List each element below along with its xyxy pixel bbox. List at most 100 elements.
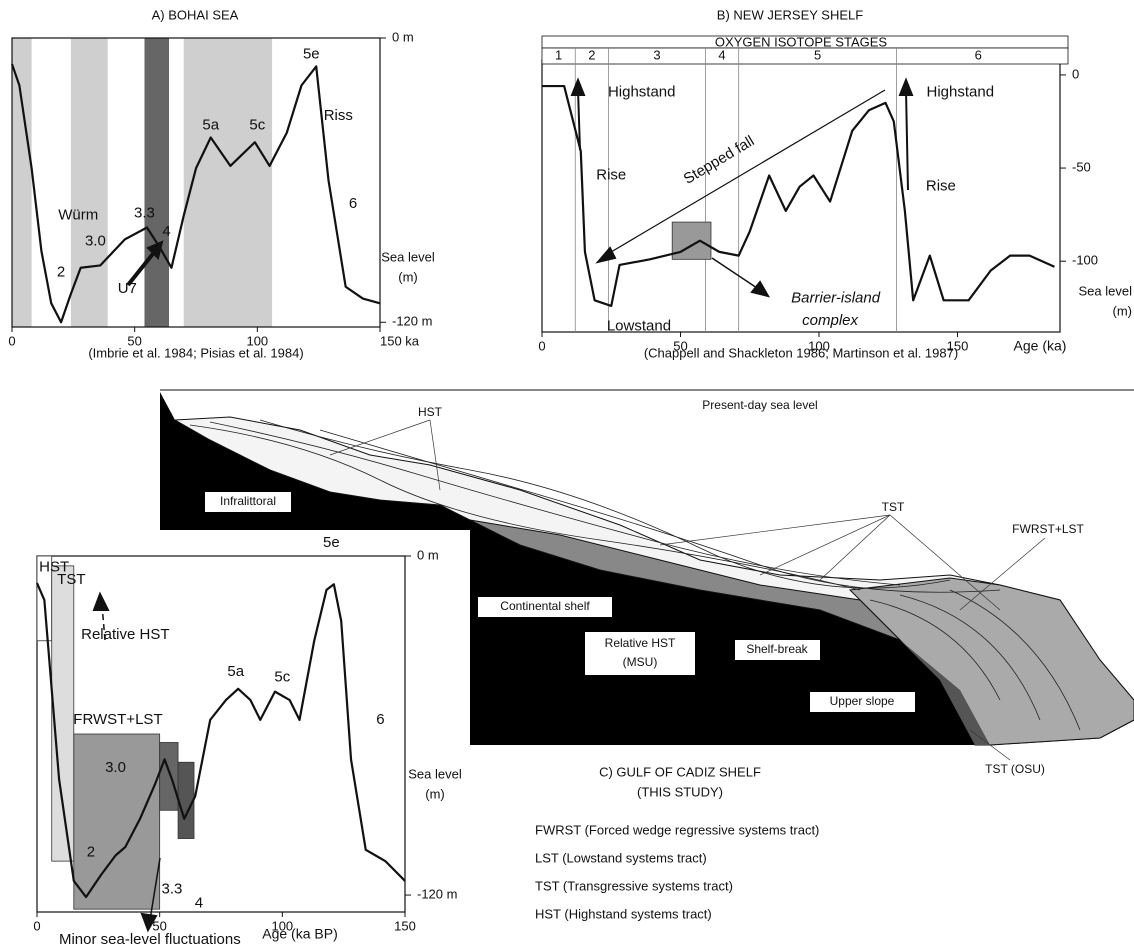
stage-label: 5 — [814, 47, 821, 62]
annotation: Highstand — [608, 84, 676, 101]
legend-entry: FWRST (Forced wedge regressive systems t… — [535, 822, 819, 837]
fwrst-lst-label: FWRST+LST — [1012, 522, 1084, 536]
tract-box — [52, 566, 74, 861]
y-axis-label: Sea level — [381, 249, 435, 264]
annotation: 2 — [87, 844, 95, 861]
arrow — [906, 90, 908, 190]
y-axis-label: (m) — [425, 786, 445, 801]
y-tick-label: -120 m — [392, 314, 432, 329]
stage-row — [542, 48, 1068, 64]
chart: 0501001500 m-120 mAge (ka BP)Sea level(m… — [33, 534, 461, 947]
y-axis-label: Sea level — [1079, 283, 1133, 298]
y-tick-label: 0 m — [417, 547, 439, 562]
annotation: 4 — [195, 894, 203, 911]
stage-label: 6 — [975, 47, 982, 62]
annotation: Rise — [926, 178, 956, 195]
x-tick-label: 0 — [33, 918, 40, 933]
annotation: 6 — [376, 711, 384, 728]
arrow — [712, 258, 760, 290]
annotation: Riss — [324, 107, 353, 124]
tract-box — [160, 742, 178, 810]
leader-line — [820, 515, 890, 580]
arrow-head — [572, 80, 584, 95]
figure: Present-day sea level HST TST FWRST+LST … — [0, 0, 1134, 947]
y-tick-label: -120 m — [417, 886, 457, 901]
panel-title: C) GULF OF CADIZ SHELF — [599, 764, 761, 779]
stage-label: 3 — [653, 47, 660, 62]
annotation: TST — [57, 571, 85, 588]
annotation: 5c — [274, 668, 290, 685]
legend-entry: HST (Highstand systems tract) — [535, 906, 712, 921]
stage-band — [144, 38, 169, 327]
x-tick-label: 0 — [8, 333, 15, 348]
leader-line — [660, 515, 890, 545]
panel-title: A) BOHAI SEA — [152, 7, 239, 22]
upper-slope-label: Upper slope — [830, 694, 895, 708]
tst-label: TST — [882, 500, 905, 514]
x-tick-label: 150 — [394, 918, 416, 933]
annotation: 3.0 — [85, 233, 106, 250]
arrow-head — [752, 282, 768, 296]
sea-level-label: Present-day sea level — [702, 398, 817, 412]
annotation: 5e — [323, 534, 340, 551]
stage-label: 2 — [588, 47, 595, 62]
cross-section: Present-day sea level HST TST FWRST+LST … — [160, 390, 1134, 921]
annotation: Rise — [596, 166, 626, 183]
annotation: 3.3 — [134, 204, 155, 221]
legend-entry: LST (Lowstand systems tract) — [535, 850, 707, 865]
x-axis-label: Age (ka BP) — [262, 926, 337, 942]
arrow-head — [94, 594, 108, 610]
arrow — [606, 90, 885, 255]
infralittoral-label: Infralittoral — [220, 494, 276, 508]
y-tick-label: -100 — [1072, 253, 1098, 268]
panel-caption: (Chappell and Shackleton 1986; Martinson… — [644, 345, 958, 360]
annotation: Highstand — [927, 84, 995, 101]
annotation: complex — [802, 312, 858, 329]
stage-label: 4 — [718, 47, 725, 62]
annotation: 6 — [349, 195, 357, 212]
tst-osu-label: TST (OSU) — [985, 762, 1045, 776]
x-axis-label: Age (ka) — [1014, 338, 1067, 354]
stage-label: 1 — [555, 47, 562, 62]
panel-title: B) NEW JERSEY SHELF — [717, 7, 863, 22]
annotation: 5a — [227, 663, 244, 680]
shelf-break-label: Shelf-break — [746, 642, 808, 656]
annotation: FRWST+LST — [73, 711, 162, 728]
continental-shelf-label: Continental shelf — [500, 599, 590, 613]
panel-subtitle: (THIS STUDY) — [637, 784, 723, 799]
annotation: Stepped fall — [681, 132, 758, 187]
annotation: 3.3 — [162, 880, 183, 897]
annotation: 5c — [249, 117, 265, 134]
y-tick-label: -50 — [1072, 159, 1091, 174]
y-tick-label: 0 — [1072, 66, 1079, 81]
relative-hst-label: Relative HST — [605, 636, 676, 650]
y-axis-label: (m) — [1113, 303, 1133, 318]
tract-box — [178, 762, 194, 838]
panel-caption: (Imbrie et al. 1984; Pisias et al. 1984) — [88, 345, 303, 360]
arrow-head — [900, 80, 912, 95]
y-tick-label: 0 m — [392, 29, 414, 44]
annotation: U7 — [118, 280, 137, 297]
annotation: 5a — [202, 117, 219, 134]
stage-band — [12, 38, 32, 327]
annotation: 2 — [57, 263, 65, 280]
stage-band — [71, 38, 108, 327]
x-tick-label: 0 — [538, 338, 545, 353]
legend-entry: TST (Transgressive systems tract) — [535, 878, 733, 893]
annotation: 5e — [303, 46, 320, 63]
msu-label: (MSU) — [623, 655, 658, 669]
annotation: Lowstand — [607, 317, 671, 334]
annotation: Relative HST — [81, 626, 169, 643]
y-axis-label: (m) — [398, 269, 418, 284]
annotation: Würm — [58, 207, 98, 224]
y-axis-label: Sea level — [408, 766, 462, 781]
tract-box — [672, 222, 711, 259]
arrow-head — [598, 248, 615, 262]
leader-line — [760, 515, 890, 575]
hst-label: HST — [418, 405, 443, 419]
stage-band — [184, 38, 272, 327]
stage-header-label: OXYGEN ISOTOPE STAGES — [715, 34, 888, 49]
annotation: Barrier-island — [791, 289, 881, 306]
